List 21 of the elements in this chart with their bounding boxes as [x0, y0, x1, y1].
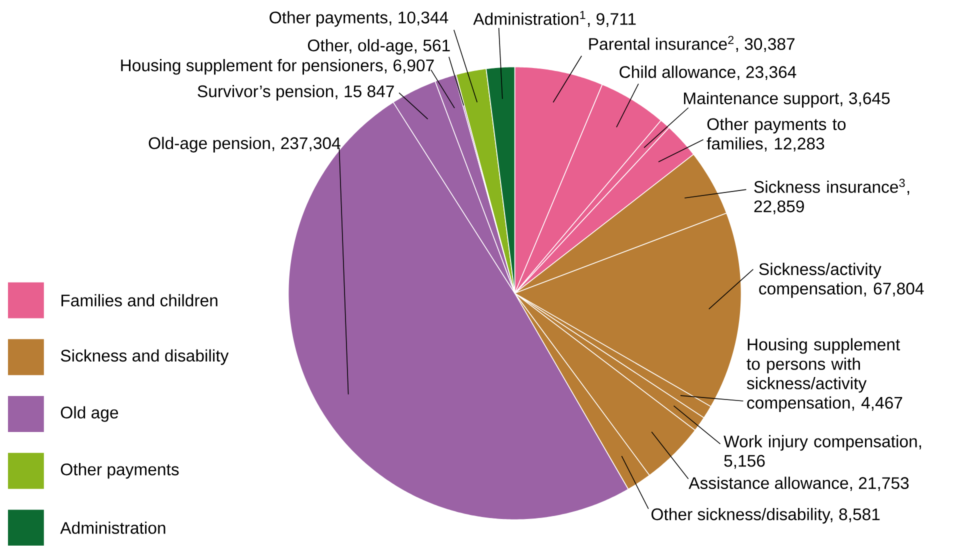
- slice-label: Housing supplement to persons with sickness/activity compensation, 4,467: [746, 338, 902, 412]
- category-label: Sickness insurance$^{3}$, 22,859: [754, 178, 910, 214]
- text: Administration: [60, 522, 166, 534]
- slice-label: Parental insurance$^{2}$, 30,387: [589, 36, 794, 52]
- slice-label: Other sickness/disability, 8,581: [652, 508, 880, 524]
- text: Old age: [60, 406, 118, 422]
- slice-label: Sickness/activity compensation, 67,804: [759, 262, 924, 298]
- slice-label: Housing supplement for pensioners, 6,907: [121, 59, 434, 75]
- slice-label: Child allowance, 23,364: [620, 66, 796, 80]
- text: Families and children: [62, 294, 218, 307]
- text: Other payments: [60, 463, 179, 479]
- slice-label: Old-age pension, 237,304: [148, 137, 340, 153]
- slice-label: Other payments to families, 12,283: [706, 118, 846, 152]
- slice-label: Assistance allowance, 21,753: [688, 476, 909, 492]
- slice-label: Other payments, 10,344: [270, 11, 448, 27]
- slice-label: Survivor’s pension, 15 847: [198, 85, 394, 101]
- text: Sickness and disability: [60, 349, 229, 366]
- slice-label: Administration$^{1}$, 9,711: [473, 11, 636, 28]
- slice-label: Work injury compensation, 5,156: [724, 435, 922, 469]
- slice-label: Other, old-age, 561: [308, 39, 450, 55]
- slice-label: Maintenance support, 3,645: [684, 92, 890, 108]
